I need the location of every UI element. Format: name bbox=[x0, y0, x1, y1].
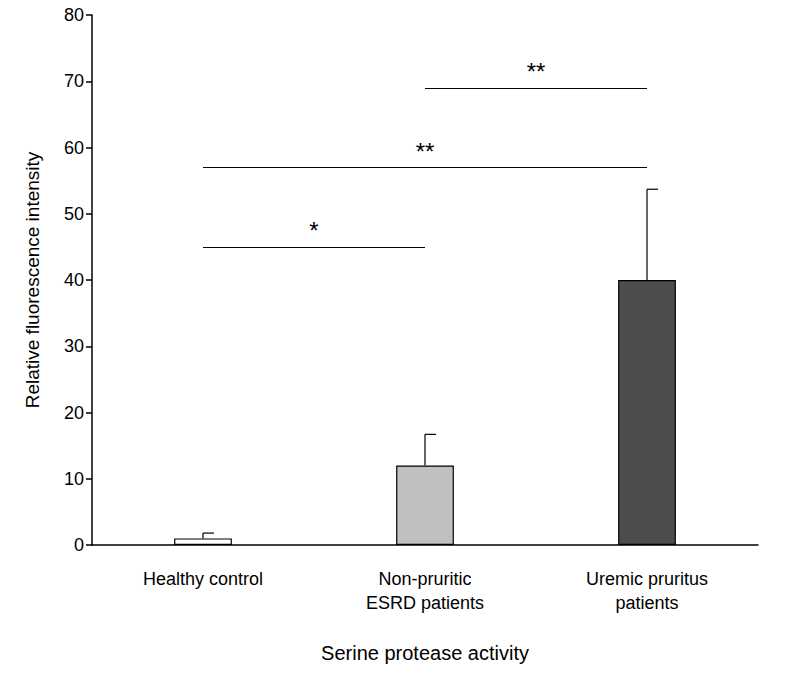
svg-text:20: 20 bbox=[64, 403, 84, 423]
svg-text:**: ** bbox=[416, 138, 435, 165]
svg-text:Uremic pruritus: Uremic pruritus bbox=[586, 569, 708, 589]
svg-text:**: ** bbox=[527, 58, 546, 85]
svg-text:80: 80 bbox=[64, 5, 84, 25]
svg-text:Relative fluorescence intensit: Relative fluorescence intensity bbox=[22, 151, 43, 408]
svg-text:70: 70 bbox=[64, 71, 84, 91]
svg-text:60: 60 bbox=[64, 138, 84, 158]
svg-text:50: 50 bbox=[64, 204, 84, 224]
svg-text:ESRD patients: ESRD patients bbox=[366, 593, 484, 613]
svg-text:*: * bbox=[309, 217, 318, 244]
svg-text:Healthy control: Healthy control bbox=[143, 569, 263, 589]
svg-text:patients: patients bbox=[615, 593, 678, 613]
svg-text:Serine protease activity: Serine protease activity bbox=[321, 642, 529, 664]
svg-text:30: 30 bbox=[64, 336, 84, 356]
svg-text:40: 40 bbox=[64, 270, 84, 290]
svg-text:10: 10 bbox=[64, 469, 84, 489]
svg-text:0: 0 bbox=[74, 535, 84, 555]
svg-text:Non-pruritic: Non-pruritic bbox=[378, 569, 471, 589]
